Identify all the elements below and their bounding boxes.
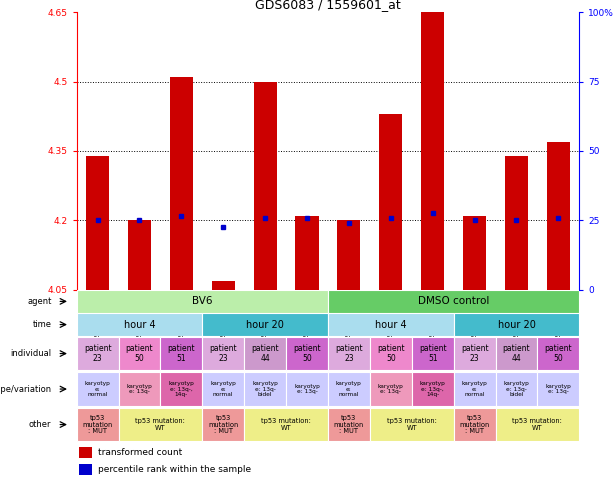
Text: karyotyp
e:
normal: karyotyp e: normal (210, 381, 236, 397)
Bar (328, 290, 579, 313)
Bar (244, 408, 328, 441)
Bar (379, 114, 402, 290)
Text: patient
51: patient 51 (167, 344, 195, 363)
Bar (202, 372, 244, 407)
Text: tp53
mutation
: MUT: tp53 mutation : MUT (459, 415, 490, 434)
Bar (77, 408, 118, 441)
Text: karyotyp
e: 13q-,
14q-: karyotyp e: 13q-, 14q- (169, 381, 194, 397)
Text: karyotyp
e: 13q-
bidel: karyotyp e: 13q- bidel (503, 381, 530, 397)
Bar (211, 281, 235, 290)
Bar (463, 216, 486, 290)
Bar (505, 156, 528, 290)
Text: hour 4: hour 4 (124, 320, 155, 329)
Text: patient
23: patient 23 (461, 344, 489, 363)
Text: tp53 mutation:
WT: tp53 mutation: WT (387, 418, 436, 431)
Text: tp53 mutation:
WT: tp53 mutation: WT (512, 418, 562, 431)
Text: tp53
mutation
: MUT: tp53 mutation : MUT (333, 415, 364, 434)
Bar (454, 372, 495, 407)
Bar (202, 337, 244, 370)
Text: hour 20: hour 20 (498, 320, 535, 329)
Bar (495, 337, 538, 370)
Bar (161, 337, 202, 370)
Text: percentile rank within the sample: percentile rank within the sample (97, 465, 251, 474)
Bar (286, 337, 328, 370)
Bar (454, 337, 495, 370)
Bar (244, 372, 286, 407)
Text: patient
23: patient 23 (210, 344, 237, 363)
Text: patient
51: patient 51 (419, 344, 446, 363)
Bar (161, 372, 202, 407)
Title: GDS6083 / 1559601_at: GDS6083 / 1559601_at (255, 0, 401, 11)
Text: genotype/variation: genotype/variation (0, 384, 51, 394)
Bar (77, 372, 118, 407)
Text: karyotyp
e:
normal: karyotyp e: normal (462, 381, 487, 397)
Bar (170, 77, 193, 290)
Text: patient
23: patient 23 (335, 344, 363, 363)
Text: tp53 mutation:
WT: tp53 mutation: WT (261, 418, 311, 431)
Bar (254, 82, 276, 290)
Bar (118, 408, 202, 441)
Text: tp53
mutation
: MUT: tp53 mutation : MUT (208, 415, 238, 434)
Text: BV6: BV6 (192, 297, 213, 306)
Text: time: time (32, 320, 51, 329)
Bar (337, 220, 360, 290)
Bar (547, 142, 570, 290)
Text: karyotyp
e: 13q-: karyotyp e: 13q- (546, 384, 571, 394)
Bar (77, 290, 328, 313)
Bar (538, 337, 579, 370)
Bar (328, 408, 370, 441)
Text: agent: agent (27, 297, 51, 306)
Text: other: other (29, 420, 51, 429)
Bar (77, 313, 202, 336)
Text: patient
50: patient 50 (377, 344, 405, 363)
Text: karyotyp
e: 13q-: karyotyp e: 13q- (378, 384, 404, 394)
Bar (328, 313, 454, 336)
Text: patient
44: patient 44 (503, 344, 530, 363)
Bar (118, 372, 161, 407)
Bar (370, 337, 412, 370)
Bar (538, 372, 579, 407)
Text: karyotyp
e: 13q-: karyotyp e: 13q- (126, 384, 153, 394)
Bar (370, 408, 454, 441)
Bar (370, 372, 412, 407)
Bar (79, 447, 92, 458)
Bar (244, 337, 286, 370)
Bar (202, 408, 244, 441)
Bar (202, 313, 328, 336)
Text: transformed count: transformed count (97, 448, 182, 457)
Bar (454, 408, 495, 441)
Bar (118, 337, 161, 370)
Bar (86, 156, 109, 290)
Text: patient
50: patient 50 (544, 344, 572, 363)
Text: hour 4: hour 4 (375, 320, 406, 329)
Text: patient
44: patient 44 (251, 344, 279, 363)
Bar (454, 313, 579, 336)
Bar (412, 372, 454, 407)
Text: karyotyp
e: 13q-
bidel: karyotyp e: 13q- bidel (252, 381, 278, 397)
Text: hour 20: hour 20 (246, 320, 284, 329)
Bar (421, 12, 444, 290)
Text: patient
23: patient 23 (84, 344, 112, 363)
Text: DMSO control: DMSO control (418, 297, 489, 306)
Text: karyotyp
e: 13q-: karyotyp e: 13q- (294, 384, 320, 394)
Text: karyotyp
e: 13q-,
14q-: karyotyp e: 13q-, 14q- (420, 381, 446, 397)
Bar (328, 372, 370, 407)
Bar (128, 220, 151, 290)
Text: tp53
mutation
: MUT: tp53 mutation : MUT (82, 415, 113, 434)
Bar (412, 337, 454, 370)
Bar (495, 408, 579, 441)
Text: karyotyp
e:
normal: karyotyp e: normal (85, 381, 110, 397)
Text: patient
50: patient 50 (293, 344, 321, 363)
Text: individual: individual (10, 349, 51, 358)
Bar (286, 372, 328, 407)
Bar (295, 216, 319, 290)
Bar (328, 337, 370, 370)
Bar (79, 464, 92, 474)
Text: tp53 mutation:
WT: tp53 mutation: WT (135, 418, 185, 431)
Text: patient
50: patient 50 (126, 344, 153, 363)
Bar (495, 372, 538, 407)
Text: karyotyp
e:
normal: karyotyp e: normal (336, 381, 362, 397)
Bar (77, 337, 118, 370)
